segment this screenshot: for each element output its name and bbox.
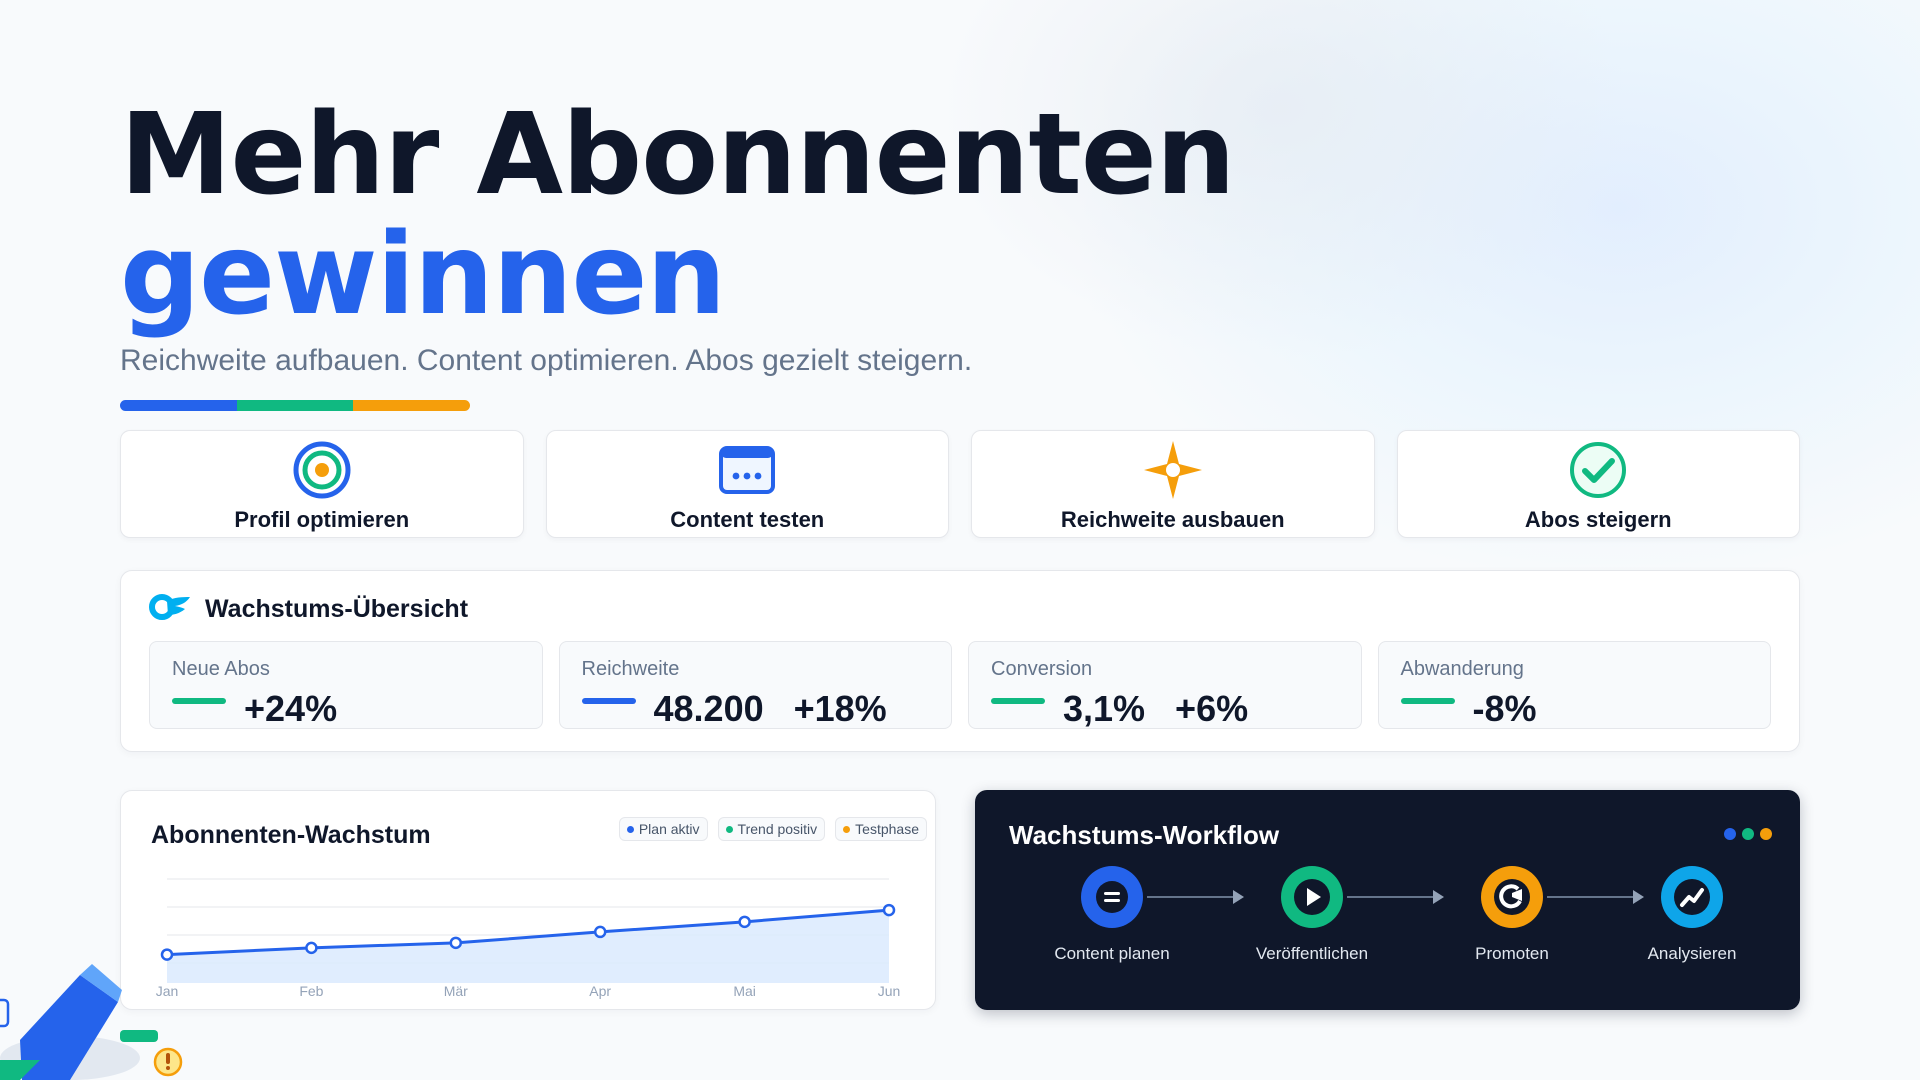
metric-card-churn: Abwanderung -8% (1377, 641, 1771, 729)
play-icon (1281, 866, 1343, 928)
metric-label: Abwanderung (1400, 658, 1524, 680)
tag-trend-positive: Trend positiv (717, 817, 826, 841)
data-point-Mär (449, 936, 463, 950)
workflow-step-label: Content planen (1054, 944, 1170, 963)
trend-chart-icon (1661, 866, 1723, 928)
hero-title-highlight: gewinnen (120, 210, 726, 340)
flow-arrow (1347, 890, 1444, 904)
x-tick-label: Mär (444, 983, 468, 999)
metric-indicator (991, 698, 1045, 704)
feature-card-reach[interactable]: Reichweite ausbauen (971, 430, 1375, 538)
feature-label: Content testen (670, 507, 825, 532)
hero-title: Mehr Abonnenten (120, 90, 1236, 220)
megaphone-icon (1481, 866, 1543, 928)
metric-indicator (581, 698, 636, 704)
hero-subtitle: Reichweite aufbauen. Content optimieren.… (120, 344, 973, 377)
overview-title: Wachstums-Übersicht (205, 595, 469, 623)
metric-indicator (1400, 698, 1455, 704)
data-point-Jun (882, 903, 896, 917)
window-dots (1724, 828, 1772, 840)
series-line (166, 908, 890, 957)
feature-card-profile[interactable]: Profil optimieren (120, 430, 524, 538)
x-tick-label: Jan (156, 983, 179, 999)
metric-value: 48.200 +18% (653, 688, 887, 729)
workflow-step-label: Promoten (1475, 944, 1549, 963)
workflow-step-label: Analysieren (1647, 944, 1737, 963)
workflow-title: Wachstums-Workflow (1009, 820, 1280, 850)
x-tick-label: Apr (589, 983, 611, 999)
metric-label: Conversion (991, 658, 1093, 680)
tricolor-accent-bar (120, 400, 470, 411)
metric-label: Neue Abos (172, 658, 270, 680)
flow-arrow (1547, 890, 1644, 904)
feature-label: Reichweite ausbauen (1060, 507, 1285, 532)
data-point-Feb (305, 941, 318, 955)
feature-row: Profil optimieren Content testen Reichwe… (120, 430, 1800, 538)
target-icon (291, 439, 353, 501)
data-point-Jan (160, 948, 174, 961)
metric-card-reach: Reichweite 48.200 +18% (558, 641, 952, 729)
x-tick-label: Mai (733, 983, 756, 999)
x-tick-label: Jun (878, 983, 901, 999)
metric-value: 3,1% +6% (1063, 688, 1249, 729)
document-lines-icon (1081, 866, 1143, 928)
area-fill (167, 910, 889, 983)
growth-workflow-panel: Wachstums-Workflow Content planen Veröff… (975, 790, 1800, 1010)
workflow-step-promote[interactable]: Promoten (1427, 866, 1597, 964)
tag-test-phase: Testphase (835, 817, 927, 841)
decorative-3d-shapes (0, 964, 183, 1080)
tag-plan-active: Plan aktiv (618, 817, 708, 841)
workflow-step-label: Veröffentlichen (1255, 944, 1369, 963)
chart-title: Abonnenten-Wachstum (151, 821, 431, 849)
metric-indicator (172, 698, 226, 704)
feature-card-subs[interactable]: Abos steigern (1396, 430, 1800, 538)
chart-tags: Plan aktiv Trend positiv Testphase (618, 817, 927, 841)
data-point-Mai (738, 915, 751, 929)
metric-label: Reichweite (581, 658, 680, 680)
workflow-step-publish[interactable]: Veröffentlichen (1227, 866, 1397, 964)
feature-label: Abos steigern (1524, 507, 1672, 532)
feature-label: Profil optimieren (234, 507, 410, 532)
check-circle-icon (1567, 439, 1629, 501)
workflow-step-analyze[interactable]: Analysieren (1607, 866, 1777, 964)
metric-value: +24% (244, 688, 338, 729)
growth-overview-panel: Wachstums-Übersicht Neue Abos +24% Reich… (120, 570, 1800, 752)
area-chart: Jan Feb Mär Apr Mai Jun (156, 878, 901, 999)
data-point-Apr (593, 925, 607, 939)
metric-card-conversion: Conversion 3,1% +6% (968, 641, 1362, 729)
metric-card-new-subs: Neue Abos +24% (149, 641, 543, 729)
feature-card-content[interactable]: Content testen (545, 430, 949, 538)
onlyfans-logo-icon (149, 593, 191, 626)
workflow-step-plan[interactable]: Content planen (1027, 866, 1197, 964)
compass-star-icon (1142, 439, 1204, 501)
flow-arrow (1147, 890, 1244, 904)
subscriber-growth-chart-panel: Abonnenten-Wachstum Plan aktiv Trend pos… (120, 790, 936, 1010)
x-tick-label: Feb (299, 983, 323, 999)
metric-value: -8% (1472, 688, 1537, 729)
browser-window-icon (716, 439, 778, 501)
